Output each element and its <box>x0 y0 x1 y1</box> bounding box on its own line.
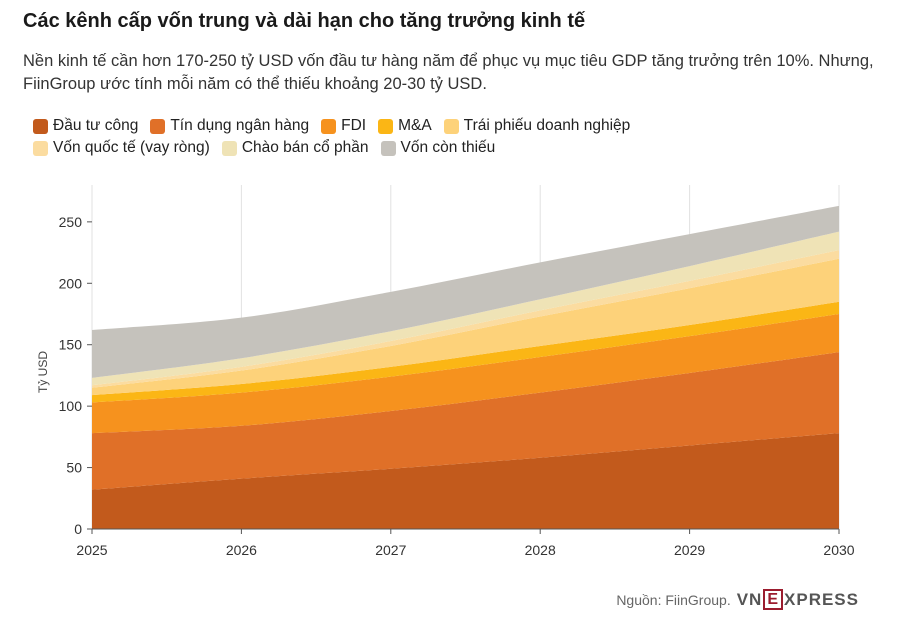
legend-swatch <box>221 140 237 156</box>
legend-item-fdi: FDI <box>321 117 366 135</box>
legend: Đầu tư công Tín dụng ngân hàng FDI M&A T… <box>33 115 893 159</box>
legend-label: Chào bán cổ phần <box>241 139 369 156</box>
x-tick-label: 2027 <box>375 542 406 558</box>
y-tick-label: 100 <box>59 398 83 414</box>
source-line: Nguồn: FiinGroup. VN E XPRESS <box>616 589 859 610</box>
logo-text-box: E <box>763 589 784 610</box>
vnexpress-logo: VN E XPRESS <box>737 589 859 610</box>
legend-label: Vốn quốc tế (vay ròng) <box>53 139 210 156</box>
area-series-7 <box>92 205 839 378</box>
area-series-6 <box>92 231 839 386</box>
legend-swatch <box>380 140 396 156</box>
legend-item-ma: M&A <box>378 117 432 135</box>
legend-label: Vốn còn thiếu <box>400 139 496 156</box>
legend-swatch <box>378 118 394 134</box>
y-tick-label: 250 <box>59 214 83 230</box>
legend-swatch <box>321 118 337 134</box>
legend-row: Đầu tư công Tín dụng ngân hàng FDI M&A T… <box>33 115 893 137</box>
legend-label: FDI <box>341 117 367 134</box>
legend-item-chao-ban-co-phan: Chào bán cổ phần <box>221 139 369 157</box>
x-tick-label: 2029 <box>674 542 705 558</box>
legend-item-von-quoc-te: Vốn quốc tế (vay ròng) <box>33 139 210 157</box>
chart-subtitle: Nền kinh tế cần hơn 170-250 tỷ USD vốn đ… <box>23 52 874 93</box>
legend-item-tin-dung-ngan-hang: Tín dụng ngân hàng <box>150 117 309 135</box>
legend-label: Trái phiếu doanh nghiệp <box>463 117 631 134</box>
legend-item-trai-phieu: Trái phiếu doanh nghiệp <box>443 117 631 135</box>
legend-swatch <box>33 140 48 156</box>
y-tick-label: 0 <box>74 521 82 537</box>
x-tick-label: 2028 <box>525 542 556 558</box>
legend-label: Tín dụng ngân hàng <box>170 117 310 134</box>
legend-row: Vốn quốc tế (vay ròng) Chào bán cổ phần … <box>33 137 893 159</box>
logo-text-post: XPRESS <box>784 589 859 609</box>
area-series-1 <box>92 352 839 490</box>
x-tick-label: 2026 <box>226 542 257 558</box>
logo-text-pre: VN <box>736 589 763 609</box>
x-tick-label: 2025 <box>76 542 107 558</box>
legend-swatch <box>443 118 459 134</box>
legend-label: M&A <box>398 117 432 134</box>
y-tick-label: 200 <box>59 275 83 291</box>
area-series-4 <box>92 258 839 396</box>
legend-label: Đầu tư công <box>53 117 139 134</box>
source-text: Nguồn: FiinGroup. <box>616 591 731 608</box>
area-series-0 <box>92 433 839 529</box>
y-axis-label: Tỷ USD <box>36 351 50 393</box>
legend-item-von-con-thieu: Vốn còn thiếu <box>380 139 496 157</box>
legend-swatch <box>150 118 166 134</box>
legend-item-dau-tu-cong: Đầu tư công <box>33 117 138 135</box>
x-tick-label: 2030 <box>823 542 854 558</box>
area-series-2 <box>92 314 839 434</box>
legend-swatch <box>33 118 48 134</box>
y-tick-label: 50 <box>66 460 82 476</box>
area-series-3 <box>92 301 839 403</box>
y-tick-label: 150 <box>59 337 83 353</box>
chart-title: Các kênh cấp vốn trung và dài hạn cho tă… <box>23 10 586 32</box>
